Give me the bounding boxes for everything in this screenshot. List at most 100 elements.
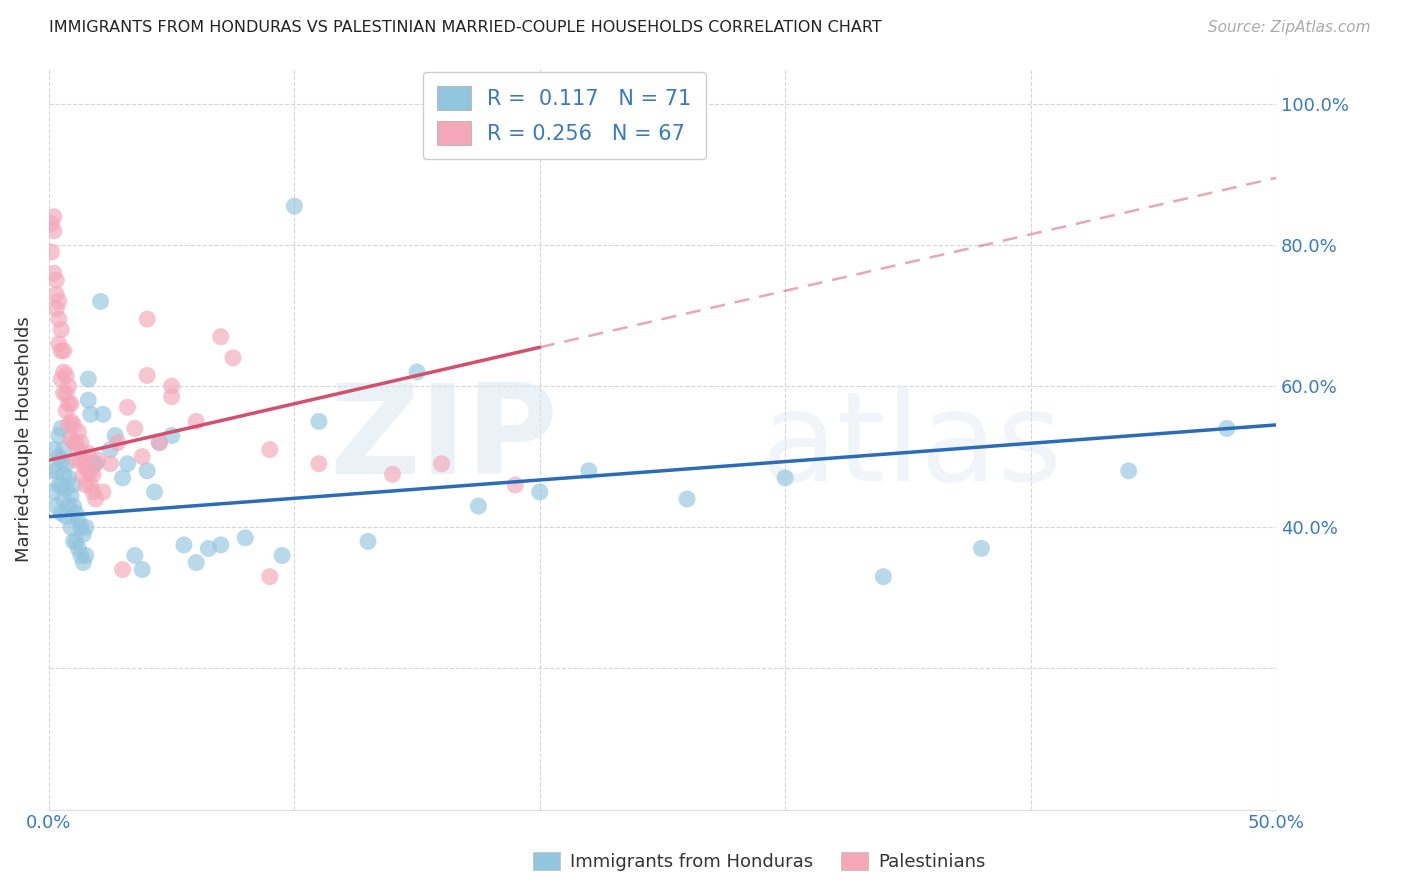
Text: ZIP: ZIP xyxy=(329,378,558,500)
Point xyxy=(75,549,97,563)
Point xyxy=(70,520,93,534)
Point xyxy=(872,569,894,583)
Point xyxy=(67,425,90,439)
Point xyxy=(529,485,551,500)
Point xyxy=(70,453,93,467)
Point xyxy=(55,482,77,496)
Point xyxy=(131,450,153,464)
Point xyxy=(58,471,80,485)
Point xyxy=(42,266,65,280)
Point xyxy=(62,499,84,513)
Legend: Immigrants from Honduras, Palestinians: Immigrants from Honduras, Palestinians xyxy=(526,845,993,879)
Point xyxy=(41,217,63,231)
Point xyxy=(48,312,70,326)
Point xyxy=(55,457,77,471)
Point xyxy=(48,428,70,442)
Point xyxy=(503,478,526,492)
Point xyxy=(75,460,97,475)
Point xyxy=(124,549,146,563)
Point xyxy=(52,365,75,379)
Point xyxy=(60,397,83,411)
Point xyxy=(209,329,232,343)
Point xyxy=(45,499,67,513)
Point xyxy=(77,393,100,408)
Point xyxy=(89,294,111,309)
Point xyxy=(124,421,146,435)
Point xyxy=(676,491,699,506)
Point xyxy=(104,428,127,442)
Point xyxy=(80,407,103,421)
Point xyxy=(52,491,75,506)
Point xyxy=(55,386,77,401)
Point xyxy=(136,312,159,326)
Point xyxy=(117,457,139,471)
Point xyxy=(65,506,87,520)
Point xyxy=(136,368,159,383)
Point xyxy=(308,414,330,428)
Point xyxy=(58,379,80,393)
Point xyxy=(72,450,94,464)
Point xyxy=(60,414,83,428)
Point xyxy=(48,478,70,492)
Point xyxy=(107,435,129,450)
Point xyxy=(51,478,73,492)
Point xyxy=(51,421,73,435)
Point xyxy=(60,488,83,502)
Text: IMMIGRANTS FROM HONDURAS VS PALESTINIAN MARRIED-COUPLE HOUSEHOLDS CORRELATION CH: IMMIGRANTS FROM HONDURAS VS PALESTINIAN … xyxy=(49,20,882,35)
Point xyxy=(173,538,195,552)
Point xyxy=(58,397,80,411)
Point xyxy=(58,417,80,432)
Point xyxy=(357,534,380,549)
Point xyxy=(406,365,429,379)
Point xyxy=(80,478,103,492)
Point xyxy=(72,556,94,570)
Point xyxy=(430,457,453,471)
Point xyxy=(98,457,121,471)
Point xyxy=(381,467,404,482)
Point xyxy=(51,453,73,467)
Point xyxy=(67,541,90,556)
Point xyxy=(271,549,294,563)
Point xyxy=(45,464,67,478)
Point xyxy=(91,407,114,421)
Point xyxy=(45,287,67,301)
Point xyxy=(52,386,75,401)
Point xyxy=(60,432,83,446)
Legend: R =  0.117   N = 71, R = 0.256   N = 67: R = 0.117 N = 71, R = 0.256 N = 67 xyxy=(423,71,706,160)
Point xyxy=(233,531,256,545)
Point xyxy=(58,499,80,513)
Point xyxy=(55,368,77,383)
Point xyxy=(82,485,104,500)
Y-axis label: Married-couple Households: Married-couple Households xyxy=(15,316,32,562)
Point xyxy=(209,538,232,552)
Point xyxy=(70,549,93,563)
Point xyxy=(80,464,103,478)
Point xyxy=(308,457,330,471)
Point xyxy=(51,343,73,358)
Point xyxy=(1118,464,1140,478)
Point xyxy=(65,453,87,467)
Point xyxy=(41,245,63,260)
Point xyxy=(62,435,84,450)
Point xyxy=(51,372,73,386)
Point xyxy=(42,210,65,224)
Point xyxy=(75,478,97,492)
Point xyxy=(65,534,87,549)
Point xyxy=(148,435,170,450)
Point xyxy=(117,401,139,415)
Point xyxy=(72,467,94,482)
Point xyxy=(143,485,166,500)
Point xyxy=(41,464,63,478)
Point xyxy=(51,323,73,337)
Point xyxy=(62,417,84,432)
Point xyxy=(72,527,94,541)
Point xyxy=(148,435,170,450)
Point xyxy=(98,442,121,457)
Point xyxy=(160,390,183,404)
Point xyxy=(60,520,83,534)
Point xyxy=(52,442,75,457)
Point xyxy=(467,499,489,513)
Point xyxy=(222,351,245,365)
Point xyxy=(84,457,107,471)
Point xyxy=(160,428,183,442)
